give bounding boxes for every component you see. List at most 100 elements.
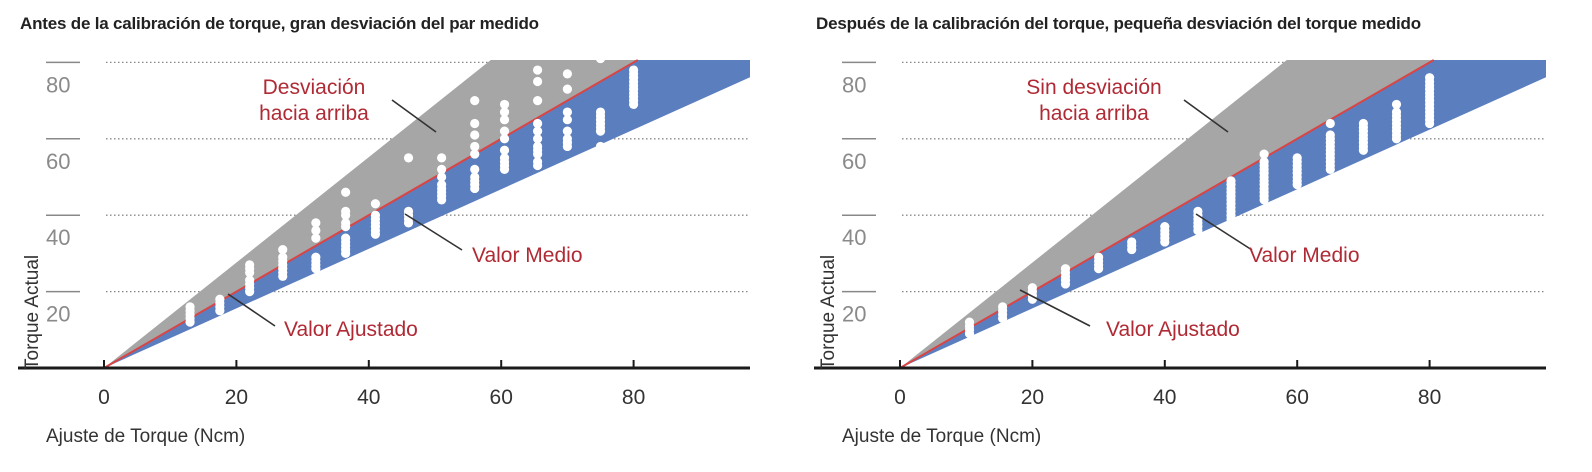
- y-tick-label: 60: [46, 149, 70, 174]
- data-point: [562, 69, 573, 79]
- data-point: [533, 76, 543, 87]
- chart-title: Antes de la calibración de torque, gran …: [20, 14, 539, 33]
- deviation-annotation-line1: Sin desviación: [1026, 76, 1161, 99]
- mean-leader-line: [404, 213, 463, 251]
- data-point: [245, 275, 255, 285]
- data-point: [185, 302, 195, 312]
- data-point: [562, 126, 573, 136]
- data-point: [499, 153, 510, 163]
- data-point: [245, 260, 255, 270]
- data-point: [437, 180, 447, 190]
- y-axis-label: Torque Actual: [818, 255, 839, 370]
- y-tick-label: 60: [842, 149, 866, 174]
- chart-panel-after: Después de la calibración del torque, pe…: [796, 0, 1592, 472]
- data-point: [499, 145, 510, 155]
- data-point: [341, 187, 351, 197]
- data-point: [499, 115, 510, 125]
- data-point: [562, 115, 573, 125]
- data-point: [595, 141, 606, 152]
- data-point: [1259, 157, 1269, 167]
- data-point: [370, 199, 381, 209]
- data-point: [470, 96, 480, 106]
- data-point: [533, 157, 543, 167]
- data-point: [341, 233, 351, 243]
- data-point: [595, 107, 606, 117]
- deviation-leader-line: [1183, 99, 1229, 133]
- data-point: [1425, 73, 1435, 83]
- data-point: [341, 218, 351, 228]
- data-point: [437, 153, 447, 163]
- data-point: [311, 225, 321, 236]
- data-point: [470, 164, 480, 174]
- data-point: [533, 126, 543, 136]
- x-tick-label: 60: [1286, 386, 1309, 409]
- y-tick-label: 80: [46, 72, 70, 97]
- data-point: [562, 107, 573, 117]
- data-point: [1259, 149, 1269, 159]
- y-axis-label: Torque Actual: [22, 255, 43, 370]
- data-point: [470, 130, 480, 140]
- data-point: [437, 172, 447, 182]
- chart-panel-before: Antes de la calibración de torque, gran …: [18, 14, 750, 447]
- data-point: [499, 126, 510, 136]
- data-point: [629, 65, 639, 75]
- x-tick-label: 0: [98, 386, 110, 409]
- chart-after: 20 40 60 80 0 20 40 60 80 Ajuste de Torque (Ncm) T…: [814, 59, 1546, 447]
- data-point: [1391, 99, 1402, 110]
- data-point: [533, 96, 543, 106]
- x-axis-label: Ajuste de Torque (Ncm): [842, 426, 1041, 447]
- deviation-annotation-line2: hacia arriba: [259, 102, 369, 125]
- adjusted-leader-line: [1019, 289, 1091, 327]
- data-point: [403, 206, 414, 216]
- x-tick-label: 20: [225, 386, 248, 409]
- data-point: [964, 317, 975, 327]
- data-point: [1391, 107, 1402, 117]
- y-tick-label: 20: [842, 302, 866, 327]
- mean-value-annotation: Valor Medio: [1249, 244, 1360, 267]
- data-point: [1094, 252, 1104, 262]
- data-point: [499, 107, 510, 117]
- data-point: [499, 134, 510, 144]
- data-point: [1292, 153, 1302, 163]
- y-tick-label: 40: [46, 225, 70, 250]
- data-point: [595, 53, 606, 64]
- data-point: [1127, 237, 1137, 247]
- x-tick-label: 60: [490, 386, 513, 409]
- blue-tolerance-band: [104, 60, 750, 368]
- data-point: [533, 134, 543, 144]
- deviation-leader-line: [391, 99, 437, 133]
- adjusted-value-annotation: Valor Ajustado: [1106, 318, 1240, 341]
- data-point: [998, 302, 1008, 312]
- x-axis-label: Ajuste de Torque (Ncm): [46, 426, 245, 447]
- chart-title: Después de la calibración del torque, pe…: [816, 14, 1421, 33]
- x-tick-label: 40: [1153, 386, 1176, 409]
- data-point: [311, 218, 321, 228]
- blue-tolerance-band: [900, 60, 1546, 368]
- y-tick-label: 20: [46, 302, 70, 327]
- x-tick-label: 20: [1021, 386, 1044, 409]
- mean-leader-line: [1195, 213, 1253, 251]
- data-point: [470, 141, 480, 152]
- data-point: [562, 84, 573, 94]
- data-point: [470, 172, 480, 182]
- data-point: [1358, 118, 1368, 129]
- data-point: [278, 244, 288, 255]
- x-tick-label: 80: [622, 386, 645, 409]
- data-point: [562, 134, 573, 144]
- data-point: [1027, 283, 1037, 293]
- chart-before: 20 40 60 80 0 20 40 60 80 Ajuste de Torque (Ncm) T…: [18, 53, 750, 447]
- adjusted-value-annotation: Valor Ajustado: [284, 318, 418, 341]
- data-point: [1060, 264, 1071, 274]
- data-point: [1193, 206, 1203, 216]
- data-point: [533, 65, 543, 75]
- data-point: [470, 118, 480, 129]
- ideal-line: [899, 59, 1435, 369]
- data-point: [470, 149, 480, 159]
- y-tick-label: 40: [842, 225, 866, 250]
- x-tick-label: 40: [357, 386, 380, 409]
- data-point: [437, 164, 447, 174]
- data-point: [370, 210, 381, 220]
- deviation-annotation-line2: hacia arriba: [1039, 102, 1149, 125]
- data-point: [278, 252, 288, 262]
- data-point: [1325, 118, 1335, 129]
